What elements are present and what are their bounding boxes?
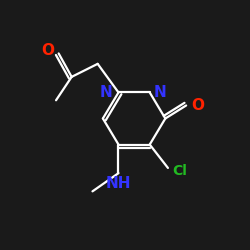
Text: NH: NH [106, 176, 131, 191]
Text: N: N [100, 85, 113, 100]
Text: O: O [42, 43, 55, 58]
Text: N: N [154, 85, 166, 100]
Text: Cl: Cl [172, 164, 187, 177]
Text: O: O [191, 98, 204, 113]
